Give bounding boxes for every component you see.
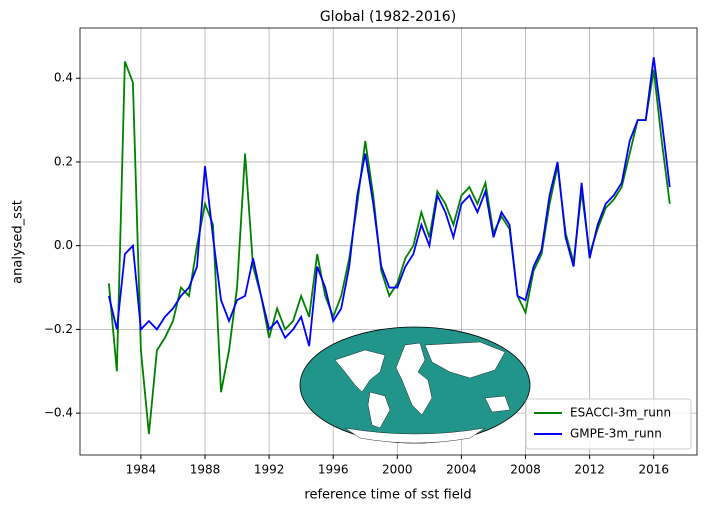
- continent: [395, 342, 433, 416]
- continent: [424, 341, 506, 379]
- y-tick-label: 0.0: [54, 238, 73, 252]
- plot-frame: [79, 27, 698, 456]
- x-tick-label: 1988: [190, 463, 221, 477]
- x-tick-label: 2016: [638, 463, 669, 477]
- x-tick-label: 1996: [318, 463, 349, 477]
- y-tick-label: −0.2: [44, 322, 73, 336]
- y-tick-label: 0.2: [54, 154, 73, 168]
- continent: [484, 395, 511, 413]
- continent: [367, 391, 391, 429]
- continent: [334, 349, 386, 393]
- legend-box: [525, 398, 692, 450]
- legend-label: ESACCI-3m_runn: [570, 406, 671, 420]
- x-tick-label: 2000: [382, 463, 413, 477]
- legend-label: GMPE-3m_runn: [570, 427, 662, 441]
- x-tick-label: 1984: [126, 463, 157, 477]
- y-axis-label: analysed_sst: [11, 200, 26, 284]
- x-axis-label: reference time of sst field: [304, 488, 471, 503]
- x-tick-label: 2008: [510, 463, 541, 477]
- y-tick-label: −0.4: [44, 406, 73, 420]
- grid: [80, 28, 697, 455]
- x-tick-label: 2004: [446, 463, 477, 477]
- plot-lines: [107, 57, 671, 435]
- chart-title: Global (1982-2016): [320, 9, 456, 25]
- globe-inset: [299, 326, 531, 444]
- legend: ESACCI-3m_runn GMPE-3m_runn: [525, 398, 692, 450]
- x-tick-label: 2012: [574, 463, 605, 477]
- x-tick-label: 1992: [254, 463, 285, 477]
- series-line: [107, 57, 671, 347]
- y-tick-label: 0.4: [54, 71, 73, 85]
- continent: [344, 427, 486, 444]
